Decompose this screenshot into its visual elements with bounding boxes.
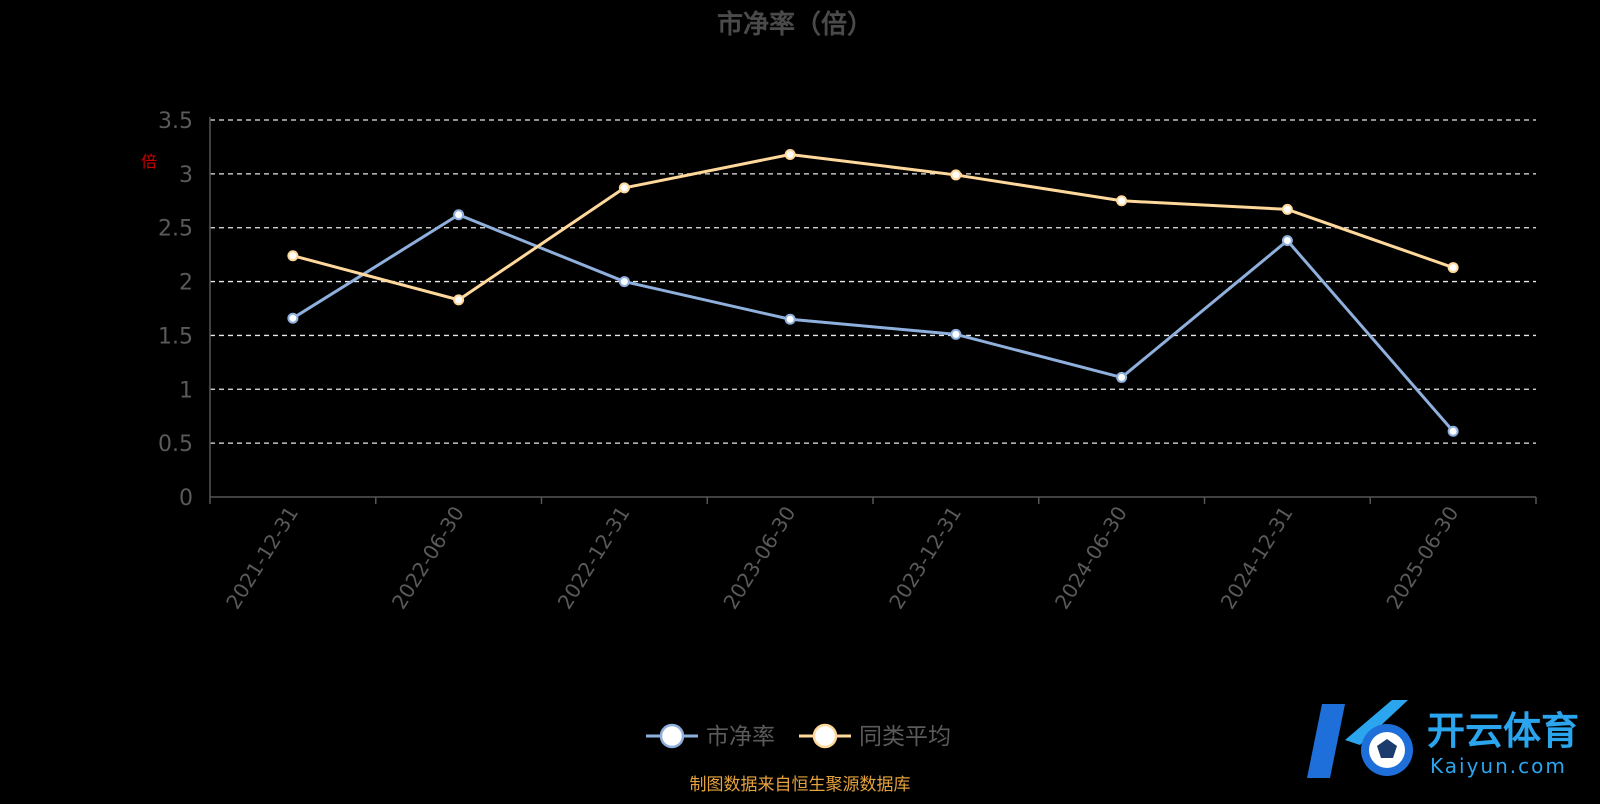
data-point[interactable]	[1116, 371, 1128, 383]
logo-k-icon	[1307, 700, 1413, 778]
y-tick-label: 0	[179, 486, 193, 511]
series-line	[292, 213, 1455, 433]
logo-domain: Kaiyun.com	[1430, 754, 1567, 778]
series-lines	[287, 148, 1459, 437]
legend-marker-icon	[659, 723, 685, 749]
y-tick-label: 1.5	[158, 324, 193, 349]
y-tick-label: 2.5	[158, 217, 193, 242]
x-tick-label: 2021-12-31	[221, 502, 303, 613]
data-point[interactable]	[453, 294, 465, 306]
axes	[209, 117, 1537, 504]
legend-label: 市净率	[706, 724, 775, 750]
x-tick-label: 2022-06-30	[387, 502, 469, 613]
x-tick-label: 2025-06-30	[1381, 502, 1463, 613]
data-point[interactable]	[950, 328, 962, 340]
data-point[interactable]	[1281, 203, 1293, 215]
data-point[interactable]	[1447, 262, 1459, 274]
legend-item[interactable]: 同类平均	[799, 723, 951, 750]
x-tick-label: 2023-06-30	[718, 502, 800, 613]
data-point[interactable]	[287, 312, 299, 324]
data-point[interactable]	[453, 209, 465, 221]
data-point[interactable]	[784, 313, 796, 325]
data-point[interactable]	[1116, 195, 1128, 207]
series-line	[292, 152, 1454, 302]
x-tick-label: 2023-12-31	[884, 502, 966, 613]
legend[interactable]: 市净率 同类平均	[646, 723, 951, 750]
data-point[interactable]	[287, 250, 299, 262]
y-tick-label: 0.5	[158, 432, 193, 457]
y-tick-label: 2	[179, 271, 193, 296]
x-tick-labels: 2021-12-31 2022-06-30 2022-12-31 2023-06-30…	[221, 502, 1463, 613]
x-tick-label: 2024-12-31	[1216, 502, 1298, 613]
data-source-note: 制图数据来自恒生聚源数据库	[690, 775, 911, 795]
legend-item[interactable]: 市净率	[646, 723, 775, 750]
logo-wordmark: 开云体育	[1427, 709, 1579, 753]
y-tick-labels: 0 0.5 1 1.5 2 2.5 3 3.5	[158, 109, 193, 511]
data-point[interactable]	[784, 148, 796, 160]
data-point[interactable]	[1447, 425, 1459, 437]
y-tick-label: 3.5	[158, 109, 193, 134]
data-point[interactable]	[1281, 235, 1293, 247]
legend-label: 同类平均	[859, 724, 951, 750]
y-axis-unit-mark: 倍	[141, 152, 157, 171]
series-2	[287, 148, 1459, 306]
data-point[interactable]	[618, 182, 630, 194]
data-point[interactable]	[618, 276, 630, 288]
grid-lines	[210, 119, 1536, 444]
x-tick-label: 2022-12-31	[553, 502, 635, 613]
data-point[interactable]	[950, 169, 962, 181]
y-tick-label: 3	[179, 163, 193, 188]
series-1	[287, 209, 1459, 437]
chart-title: 市净率（倍）	[717, 9, 873, 40]
y-tick-label: 1	[179, 378, 193, 403]
legend-marker-icon	[812, 723, 838, 749]
kaiyun-logo: 开云体育 Kaiyun.com	[1307, 700, 1579, 778]
x-tick-label: 2024-06-30	[1050, 502, 1132, 613]
